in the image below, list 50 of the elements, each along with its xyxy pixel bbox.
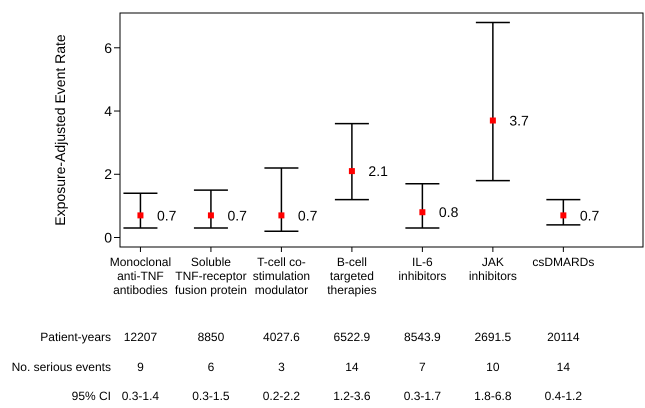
text: 7 (419, 360, 426, 374)
x-tick-label: Monoclonal anti-TNF antibodies (110, 255, 172, 297)
text: 2691.5 (474, 330, 512, 344)
data-label: 0.8 (438, 204, 459, 220)
point (278, 212, 284, 218)
text: 0.4-1.2 (544, 389, 582, 403)
text: 1.8-6.8 (474, 389, 512, 403)
x-tick-label: csDMARDs (532, 255, 594, 269)
text: 9 (137, 360, 144, 374)
text: 0.3-1.4 (122, 389, 160, 403)
text: 0.2-2.2 (262, 389, 300, 403)
point (560, 212, 566, 218)
text: 8543.9 (404, 330, 442, 344)
text: 20114 (547, 330, 580, 344)
y-tick-label: 2 (104, 166, 112, 182)
text: 14 (345, 360, 359, 374)
text: 6 (208, 360, 215, 374)
data-label: 0.7 (156, 207, 177, 224)
x-tick-label: B-cell targeted therapies (327, 255, 377, 297)
y-tick-label: 6 (104, 40, 112, 56)
data-label: 2.1 (368, 163, 388, 180)
point (208, 212, 214, 218)
point (137, 212, 144, 218)
y-axis-title: Exposure-Adjusted Event Rate (52, 34, 68, 226)
text: 14 (556, 360, 570, 374)
text: 0.3-1.7 (404, 389, 442, 403)
text: No. serious events (12, 360, 111, 374)
x-tick-label: Soluble TNF-receptor fusion protein (174, 255, 247, 297)
text: 10 (486, 360, 500, 374)
text: 95% CI (72, 389, 111, 403)
data-label: 0.7 (580, 207, 600, 224)
text: 4027.6 (263, 330, 300, 344)
data-label: 3.7 (509, 112, 530, 128)
text: 0.3-1.5 (192, 389, 230, 403)
text: 6522.9 (334, 330, 371, 344)
y-tick-label: 4 (104, 102, 112, 119)
y-tick-label: 0 (104, 229, 112, 246)
text: Patient-years (40, 330, 111, 344)
x-tick-label: JAK inhibitors (468, 255, 517, 283)
text: 8850 (198, 330, 225, 344)
text: 12207 (124, 330, 158, 344)
point (490, 118, 496, 124)
text: 3 (278, 360, 286, 374)
x-tick-label: T-cell co- stimulation modulator (252, 255, 310, 297)
text: 1.2-3.6 (333, 389, 371, 403)
point (348, 168, 355, 174)
data-label: 0.7 (227, 207, 248, 224)
x-tick-label: IL-6 inhibitors (398, 255, 446, 283)
data-label: 0.7 (298, 207, 318, 224)
point (419, 209, 426, 216)
